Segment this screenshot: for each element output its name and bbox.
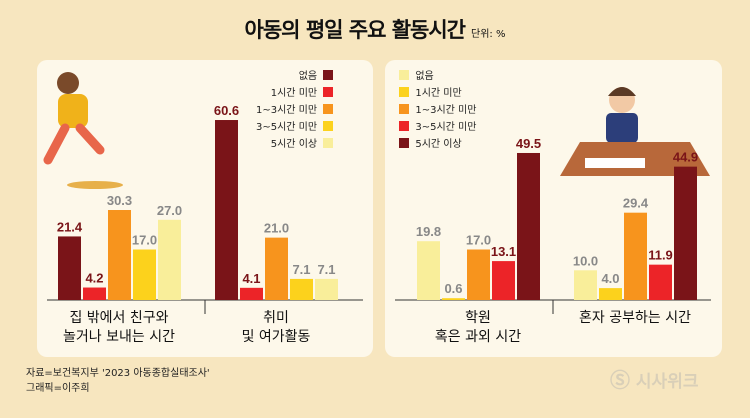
bar [574,270,597,300]
legend-item: 3~5시간 미만 [256,117,334,134]
value-label: 27.0 [157,203,182,218]
legend-label: 3~5시간 미만 [415,122,477,133]
legend-swatch [323,103,334,114]
bar [649,264,672,300]
group-label: 및 여가활동 [242,329,311,345]
bar [492,261,515,300]
value-label: 0.6 [444,281,462,296]
value-label: 44.9 [673,150,698,165]
value-label: 30.3 [107,193,132,208]
bar [417,241,440,300]
bar [83,287,106,300]
legend-item: 5시간 이상 [399,134,476,151]
legend-item: 1시간 미만 [256,83,334,100]
value-label: 19.8 [416,224,441,239]
value-label: 4.1 [242,271,260,286]
value-label: 60.6 [214,103,239,118]
bar [315,278,338,300]
value-label: 21.0 [264,221,289,236]
legend-item: 1시간 미만 [399,83,476,100]
bar [133,249,156,300]
value-label: 17.0 [466,233,491,248]
bar [599,288,622,300]
credit-note: 그래픽=이주희 [26,383,90,394]
bar [442,298,465,300]
legend-swatch [399,69,409,80]
legend-label: 1~3시간 미만 [415,105,477,116]
legend-swatch [323,69,334,80]
bar [58,236,81,300]
legend-label: 5시간 이상 [415,139,462,150]
value-label: 11.9 [648,248,673,263]
legend-label: 3~5시간 미만 [256,122,318,133]
legend-item: 1~3시간 미만 [256,100,334,117]
group-label: 놀거나 보내는 시간 [63,329,175,345]
group-label: 혼자 공부하는 시간 [579,310,691,326]
group-label: 취미 [263,310,289,326]
unit-label: 단위: % [471,29,506,40]
bar [674,166,697,300]
bar [517,152,540,300]
legend-label: 1시간 미만 [415,88,462,99]
bar [290,278,313,300]
bar [240,287,263,300]
student-studying-illustration [560,87,710,176]
legend-swatch [399,120,409,131]
legend-left: 없음 1시간 미만 1~3시간 미만 3~5시간 미만 5시간 이상 [256,66,334,151]
value-label: 13.1 [491,244,516,259]
legend-label: 없음 [415,71,434,82]
group-label: 학원 [465,310,491,326]
legend-swatch [399,137,409,148]
legend-label: 1시간 미만 [270,88,318,99]
value-label: 10.0 [573,253,598,268]
legend-item: 없음 [399,66,476,83]
child-running-illustration [43,72,123,189]
group-label: 혹은 과외 시간 [435,329,521,345]
bar [108,210,131,300]
legend-label: 1~3시간 미만 [256,105,318,116]
legend-item: 1~3시간 미만 [399,100,476,117]
value-label: 4.0 [601,271,619,286]
bar [215,120,238,300]
legend-item: 없음 [256,66,334,83]
value-label: 7.1 [292,262,310,277]
value-label: 4.2 [85,271,103,286]
bar [624,212,647,300]
bar [158,219,181,300]
legend-swatch [399,103,409,114]
legend-right: 없음 1시간 미만 1~3시간 미만 3~5시간 미만 5시간 이상 [399,66,476,151]
legend-swatch [323,86,334,97]
value-label: 21.4 [57,219,83,234]
bar [265,237,288,300]
legend-swatch [323,137,334,148]
value-label: 17.0 [132,233,157,248]
logo: Ⓢ 시사위크 [610,368,699,392]
value-label: 7.1 [317,262,335,277]
source-note: 자료=보건복지부 '2023 아동종합실태조사' 그래픽=이주희 [26,368,210,394]
legend-swatch [399,86,409,97]
legend-item: 5시간 이상 [256,134,334,151]
bar [467,249,490,300]
legend-item: 3~5시간 미만 [399,117,476,134]
group-label: 집 밖에서 친구와 [69,310,168,326]
legend-label: 없음 [298,71,318,82]
legend-swatch [323,120,334,131]
value-label: 49.5 [516,136,541,151]
value-label: 29.4 [623,196,649,211]
legend-label: 5시간 이상 [270,139,318,150]
chart-title: 아동의 평일 주요 활동시간 단위: % [244,18,506,42]
